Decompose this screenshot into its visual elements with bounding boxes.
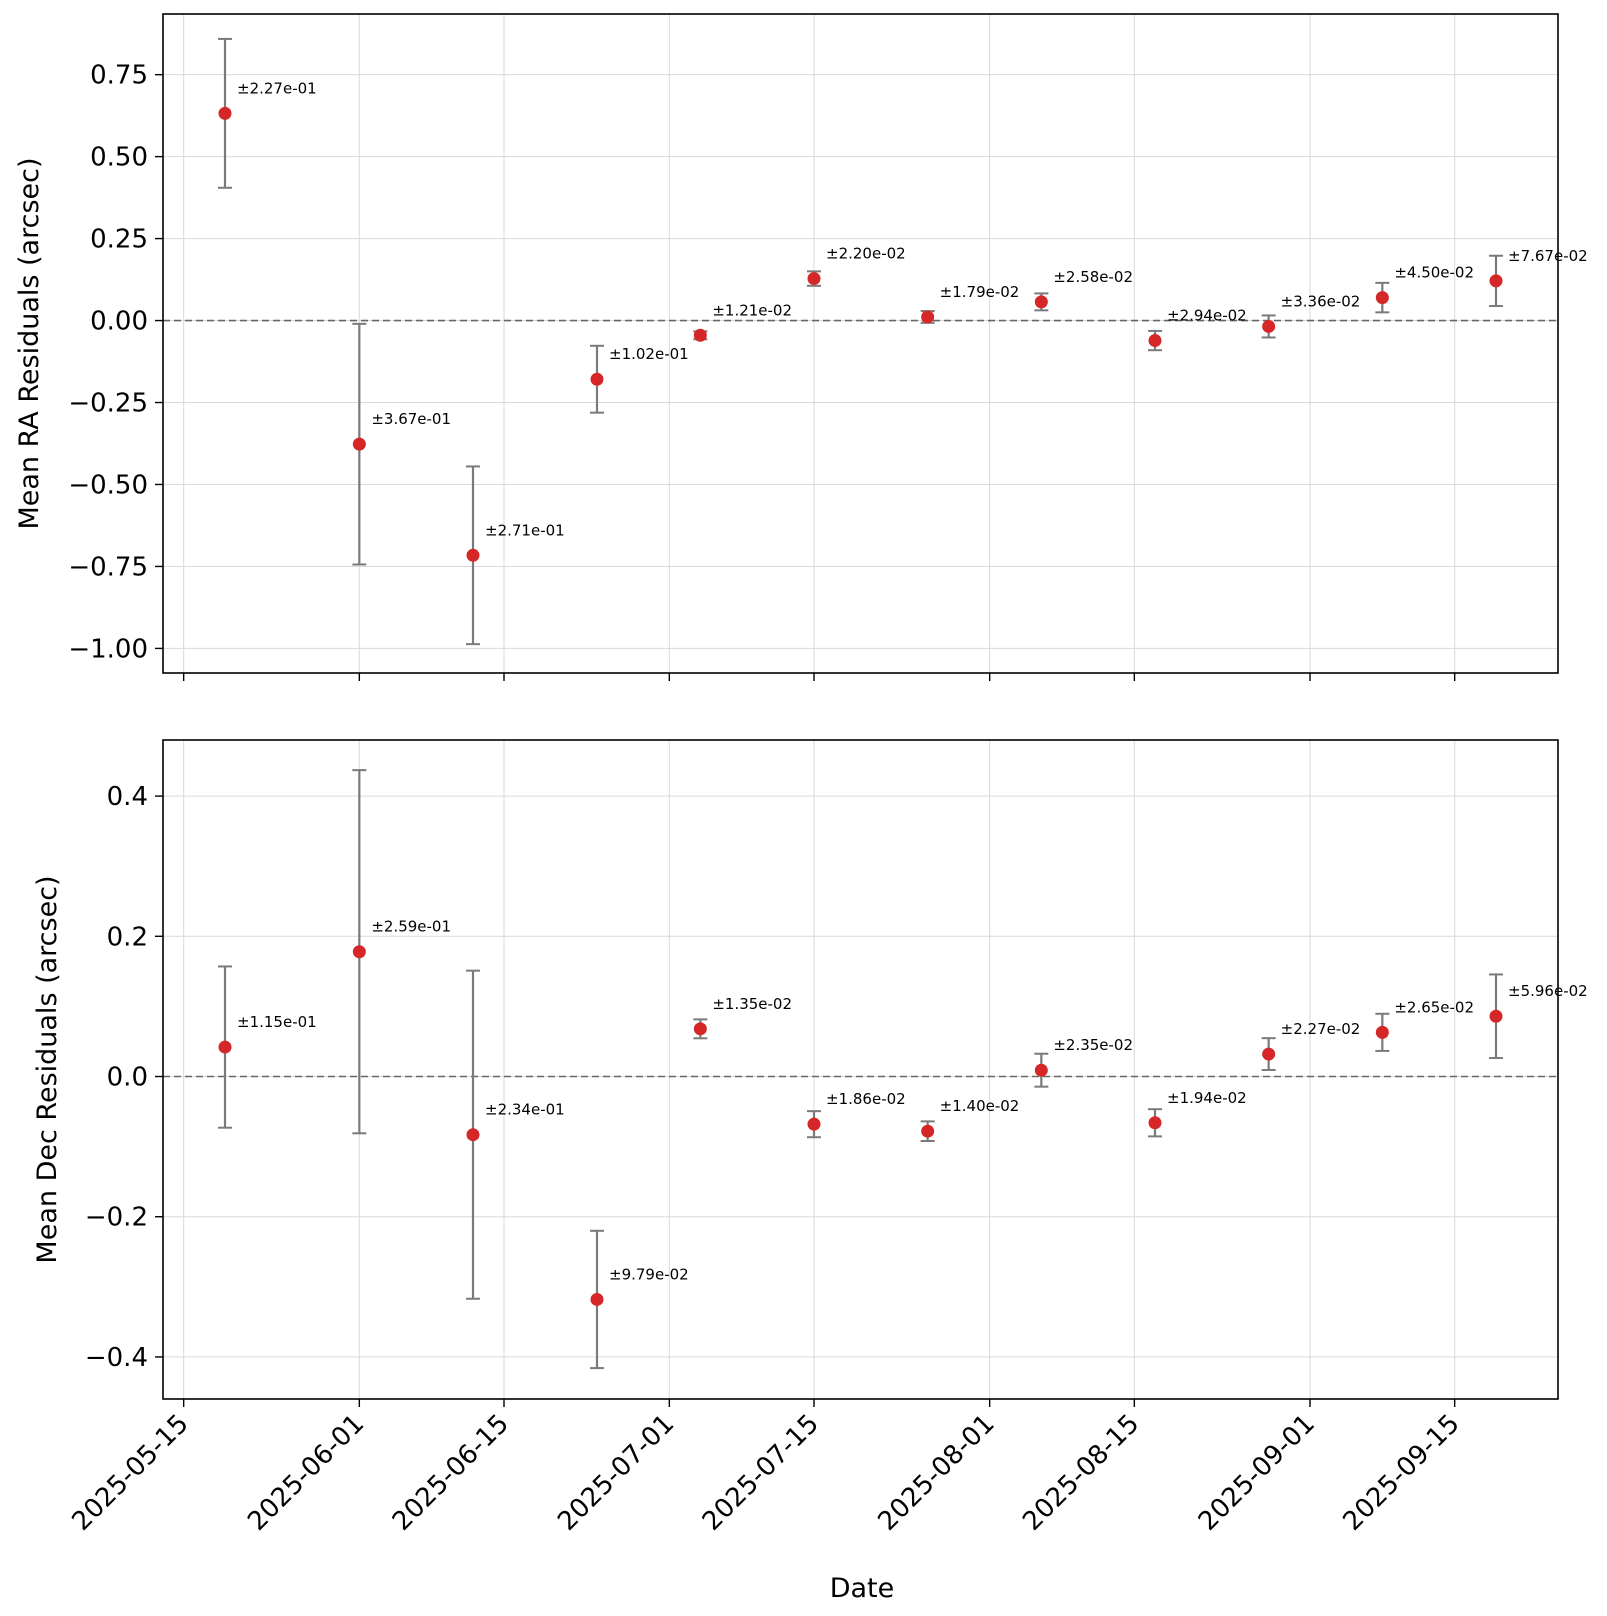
ra-plot-frame — [162, 13, 1559, 674]
ra-error-label: ±3.36e-02 — [1281, 292, 1361, 310]
ra-error-label: ±1.79e-02 — [940, 283, 1020, 301]
ra-data-point — [1262, 319, 1276, 333]
ra-error-label: ±2.58e-02 — [1053, 268, 1133, 286]
dec-data-point — [1034, 1063, 1048, 1077]
dec-data-point — [921, 1124, 935, 1138]
dec-y-axis-title: Mean Dec Residuals (arcsec) — [32, 875, 63, 1263]
ra-error-label: ±4.50e-02 — [1394, 264, 1474, 282]
ra-error-label: ±2.27e-01 — [237, 79, 317, 97]
ra-error-label: ±1.02e-01 — [609, 345, 689, 363]
ra-error-label: ±3.67e-01 — [371, 410, 451, 428]
ra-y-tick-label: 0.75 — [90, 61, 148, 91]
dec-error-label: ±2.59e-01 — [371, 918, 451, 936]
ra-y-tick-label: −0.25 — [68, 389, 148, 419]
ra-y-tick-label: −0.75 — [68, 552, 148, 582]
dec-data-point — [590, 1292, 604, 1306]
dec-plot-frame — [162, 739, 1559, 1400]
dec-data-point — [1148, 1116, 1162, 1130]
ra-panel: 0.75 0.50 0.25 0.00 −0.25 −0.50 −0.75 −1.00 ±2.2… — [14, 13, 1588, 681]
ra-data-point — [807, 272, 821, 286]
dec-data-point — [352, 945, 366, 959]
ra-data-point — [1489, 274, 1503, 288]
dec-error-label: ±1.40e-02 — [940, 1097, 1020, 1115]
dec-data-point — [466, 1128, 480, 1142]
dec-y-tick-label: −0.2 — [85, 1203, 148, 1233]
dec-error-label: ±2.65e-02 — [1394, 998, 1474, 1016]
ra-data-point — [693, 328, 707, 342]
ra-data-point — [218, 106, 232, 120]
dec-y-tick-label: −0.4 — [85, 1343, 148, 1373]
ra-y-tick-label: −1.00 — [68, 634, 148, 664]
ra-y-tick-label: 0.25 — [90, 225, 148, 255]
ra-data-point — [1148, 334, 1162, 348]
dec-data-point — [1262, 1047, 1276, 1061]
ra-error-label: ±1.21e-02 — [712, 301, 792, 319]
ra-data-point — [1375, 291, 1389, 305]
ra-y-axis-title: Mean RA Residuals (arcsec) — [14, 157, 45, 529]
dec-y-tick-label: 0.4 — [107, 782, 148, 812]
dec-data-point — [218, 1040, 232, 1054]
ra-y-tick-label: −0.50 — [68, 470, 148, 500]
dec-error-label: ±1.86e-02 — [826, 1090, 906, 1108]
dec-error-label: ±1.35e-02 — [712, 995, 792, 1013]
ra-error-label: ±2.94e-02 — [1167, 307, 1247, 325]
dec-data-point — [1375, 1025, 1389, 1039]
dec-error-label: ±2.34e-01 — [485, 1101, 565, 1119]
ra-error-label: ±2.20e-02 — [826, 245, 906, 263]
dec-data-point — [807, 1117, 821, 1131]
dec-y-tick-label: 0.2 — [107, 922, 148, 952]
dec-error-label: ±1.15e-01 — [237, 1013, 317, 1031]
dec-y-tick-label: 0.0 — [107, 1063, 148, 1093]
dec-data-point — [1489, 1009, 1503, 1023]
ra-data-point — [921, 310, 935, 324]
dec-panel: 0.4 0.2 0.0 −0.2 −0.4 ±1.15e-01 ±2.59e-01 ±2.34… — [32, 739, 1588, 1407]
dec-error-label: ±1.94e-02 — [1167, 1089, 1247, 1107]
ra-error-label: ±7.67e-02 — [1508, 247, 1588, 265]
dec-data-point — [693, 1022, 707, 1036]
dec-error-label: ±9.79e-02 — [609, 1265, 689, 1283]
ra-data-point — [466, 548, 480, 562]
x-axis-title: Date — [830, 1573, 895, 1604]
ra-y-tick-label: 0.50 — [90, 143, 148, 173]
ra-y-tick-label: 0.00 — [90, 307, 148, 337]
ra-data-point — [352, 437, 366, 451]
ra-data-point — [590, 372, 604, 386]
dec-error-label: ±2.27e-02 — [1281, 1020, 1361, 1038]
dec-error-label: ±2.35e-02 — [1053, 1036, 1133, 1054]
dec-error-label: ±5.96e-02 — [1508, 982, 1588, 1000]
ra-error-label: ±2.71e-01 — [485, 521, 565, 539]
ra-data-point — [1034, 295, 1048, 309]
